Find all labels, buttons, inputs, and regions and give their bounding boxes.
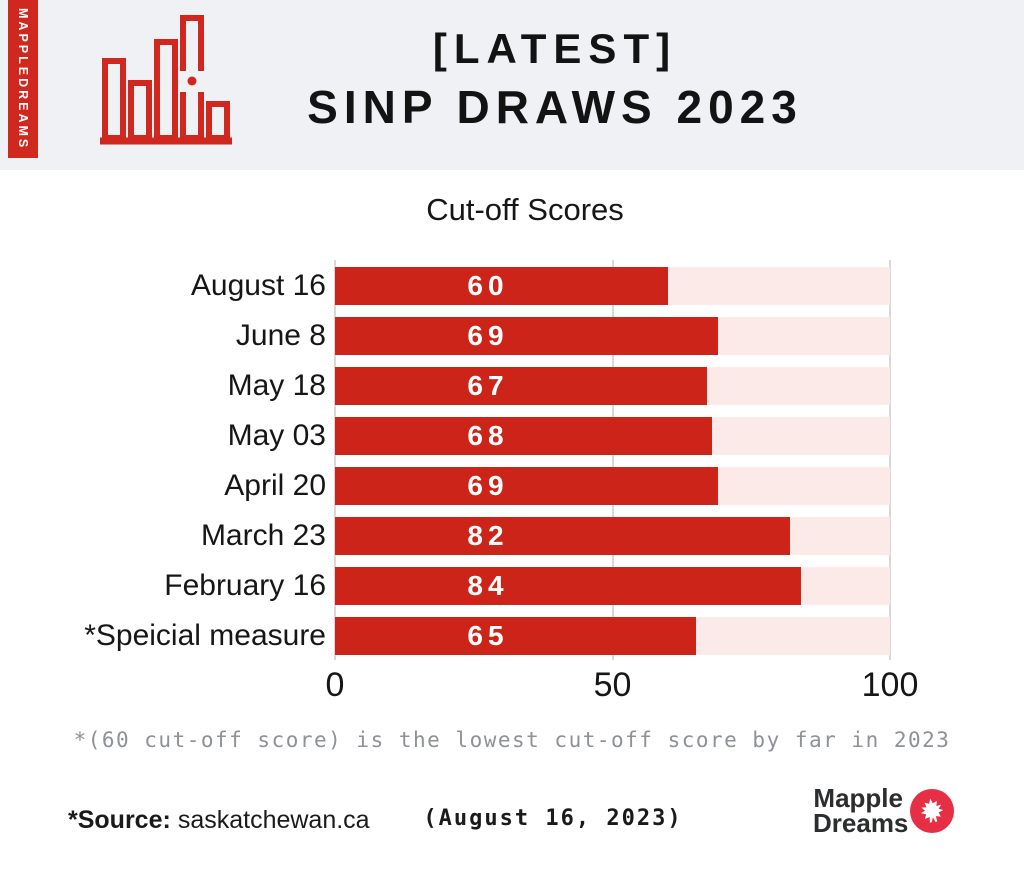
bar-category-label: February 16: [164, 569, 326, 602]
bar-fill: [335, 617, 696, 655]
logo-text: Mapple Dreams: [813, 783, 909, 838]
bar-track: 82: [335, 517, 890, 555]
bar-value-label: 68: [467, 420, 509, 451]
source-line: *Source: saskatchewan.ca: [68, 806, 370, 835]
bar-fill: [335, 517, 790, 555]
bar-chart-icon: [100, 15, 232, 145]
bar-value-label: 82: [467, 520, 509, 551]
bar-category-label: May 18: [227, 369, 326, 402]
bar-track: 69: [335, 317, 890, 355]
logo-line2: Dreams: [813, 808, 909, 838]
bar-track: 84: [335, 567, 890, 605]
bar-category-label: May 03: [227, 419, 326, 452]
footnote: *(60 cut-off score) is the lowest cut-of…: [73, 728, 951, 752]
bar-fill: [335, 317, 718, 355]
brand-strip: MAPPLEDREAMS: [8, 0, 38, 158]
bar-category-label: April 20: [224, 469, 326, 502]
logo-line1: Mapple: [813, 783, 903, 813]
bar-value-label: 65: [467, 620, 509, 651]
bar-track: 69: [335, 467, 890, 505]
source-value: saskatchewan.ca: [177, 806, 370, 834]
bar-category-label: June 8: [235, 319, 326, 352]
x-axis-tick-label: 0: [325, 666, 345, 704]
bar-track: 68: [335, 417, 890, 455]
title-latest: [LATEST]: [432, 25, 678, 72]
bar-value-label: 67: [467, 370, 509, 401]
header-band: MAPPLEDREAMS [LATEST] SINP DRAWS 2023: [0, 0, 1024, 170]
bar-track: 65: [335, 617, 890, 655]
gridline: [611, 260, 614, 660]
bar-fill: [335, 567, 801, 605]
bar-category-label: *Speicial measure: [84, 619, 326, 652]
bar-value-label: 60: [467, 270, 509, 301]
source-label: *Source:: [68, 806, 171, 834]
maple-leaf-icon: [910, 789, 954, 833]
title-main: SINP DRAWS 2023: [307, 81, 803, 133]
bar-track: 67: [335, 367, 890, 405]
bar-value-label: 69: [467, 320, 509, 351]
date-note: (August 16, 2023): [423, 806, 683, 831]
bar-value-label: 84: [467, 570, 509, 601]
chart-title: Cut-off Scores: [426, 192, 624, 227]
bar-fill: [335, 417, 712, 455]
header-titles: [LATEST] SINP DRAWS 2023: [230, 24, 880, 134]
bar-fill: [335, 467, 718, 505]
gridline: [889, 260, 891, 660]
brand-logo: Mapple Dreams: [813, 783, 954, 838]
x-axis-tick-label: 100: [861, 666, 919, 704]
bar-value-label: 69: [467, 470, 509, 501]
bar-fill: [335, 267, 668, 305]
bar-fill: [335, 367, 707, 405]
bar-category-label: March 23: [200, 519, 326, 552]
gridline: [334, 260, 336, 660]
bar-track: 60: [335, 267, 890, 305]
x-axis-tick-label: 50: [593, 666, 632, 704]
bar-category-label: August 16: [190, 269, 326, 302]
